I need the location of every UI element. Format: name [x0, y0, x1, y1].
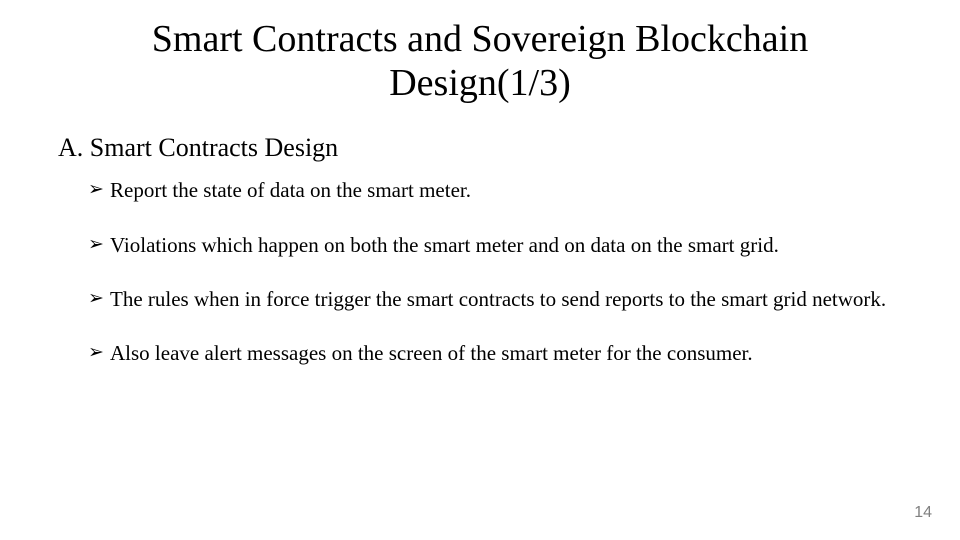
page-number: 14 — [914, 504, 932, 522]
bullet-text: Report the state of data on the smart me… — [110, 178, 471, 202]
arrow-icon: ➢ — [88, 341, 104, 365]
list-item: ➢ Report the state of data on the smart … — [88, 177, 910, 203]
list-item: ➢ Violations which happen on both the sm… — [88, 232, 910, 258]
list-item: ➢ The rules when in force trigger the sm… — [88, 286, 910, 312]
bullet-text: Violations which happen on both the smar… — [110, 233, 779, 257]
arrow-icon: ➢ — [88, 233, 104, 257]
bullet-list: ➢ Report the state of data on the smart … — [50, 177, 910, 366]
arrow-icon: ➢ — [88, 178, 104, 202]
bullet-text: Also leave alert messages on the screen … — [110, 341, 753, 365]
slide-title: Smart Contracts and Sovereign Blockchain… — [70, 18, 890, 105]
list-item: ➢ Also leave alert messages on the scree… — [88, 340, 910, 366]
slide: Smart Contracts and Sovereign Blockchain… — [0, 0, 960, 540]
bullet-text: The rules when in force trigger the smar… — [110, 287, 886, 311]
arrow-icon: ➢ — [88, 287, 104, 311]
section-heading: A. Smart Contracts Design — [50, 133, 910, 163]
